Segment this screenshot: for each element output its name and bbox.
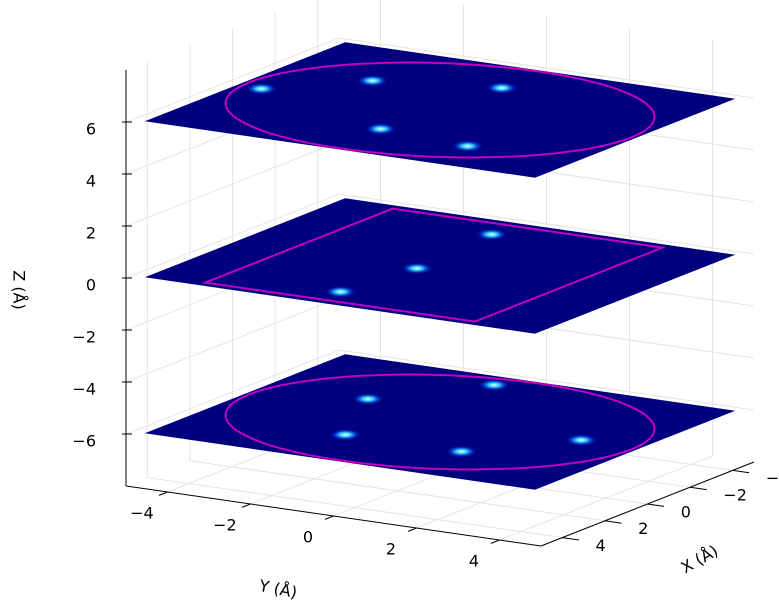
density-spot bbox=[351, 392, 384, 405]
outline-circle bbox=[224, 373, 656, 471]
y-tick bbox=[407, 527, 417, 532]
z-tick-label: −6 bbox=[72, 432, 96, 451]
y-tick bbox=[324, 515, 334, 520]
z-tick-label: 2 bbox=[86, 224, 96, 243]
z-tick-label: −2 bbox=[72, 328, 96, 347]
x-tick bbox=[690, 486, 707, 491]
density-spot bbox=[565, 434, 598, 447]
grid-line bbox=[125, 193, 755, 279]
density-spot bbox=[451, 140, 484, 153]
x-tick-label: −2 bbox=[723, 486, 747, 505]
x-tick-label: −4 bbox=[766, 469, 779, 488]
density-spot bbox=[245, 82, 278, 95]
x-tick bbox=[647, 503, 665, 507]
x-tick bbox=[562, 537, 579, 541]
grid-line bbox=[125, 37, 755, 123]
x-tick bbox=[604, 520, 622, 524]
density-plane bbox=[144, 42, 736, 178]
x-tick-label: 0 bbox=[681, 502, 691, 521]
grid-line bbox=[189, 44, 605, 522]
y-tick bbox=[158, 491, 168, 496]
density-spot bbox=[478, 379, 511, 392]
density-spot bbox=[329, 428, 362, 441]
x-tick bbox=[732, 469, 750, 474]
z-axis-title: Z (Å) bbox=[10, 270, 29, 309]
y-tick-label: −2 bbox=[213, 516, 237, 535]
density-spot bbox=[485, 81, 518, 94]
y-tick-label: 4 bbox=[469, 552, 479, 571]
y-tick-label: −4 bbox=[130, 504, 154, 523]
z-tick-label: −4 bbox=[72, 380, 96, 399]
y-tick-label: 2 bbox=[386, 540, 396, 559]
grid-line bbox=[146, 61, 563, 539]
y-tick-label: 0 bbox=[303, 528, 313, 547]
density-spot bbox=[356, 74, 389, 87]
y-tick bbox=[490, 539, 500, 544]
grid-line bbox=[125, 349, 755, 435]
density-spot bbox=[475, 228, 508, 241]
z-tick-label: 6 bbox=[86, 120, 96, 139]
x-tick-label: 2 bbox=[638, 519, 648, 538]
y-tick bbox=[241, 503, 251, 508]
density-spot bbox=[445, 445, 478, 458]
x-tick-label: 4 bbox=[596, 536, 606, 555]
z-tick-label: 0 bbox=[86, 276, 96, 295]
grid-line bbox=[499, 40, 713, 541]
density-spot bbox=[324, 285, 357, 298]
density-plane bbox=[144, 354, 736, 490]
y-axis-title: Y (Å) bbox=[257, 576, 299, 602]
z-tick-label: 4 bbox=[86, 172, 96, 191]
density-spot bbox=[400, 262, 433, 275]
density-plane bbox=[144, 198, 736, 334]
density-spot bbox=[364, 122, 397, 135]
x-axis-title: X (Å) bbox=[678, 541, 722, 577]
outline-circle bbox=[224, 61, 656, 159]
outline-rectangle bbox=[201, 207, 667, 323]
